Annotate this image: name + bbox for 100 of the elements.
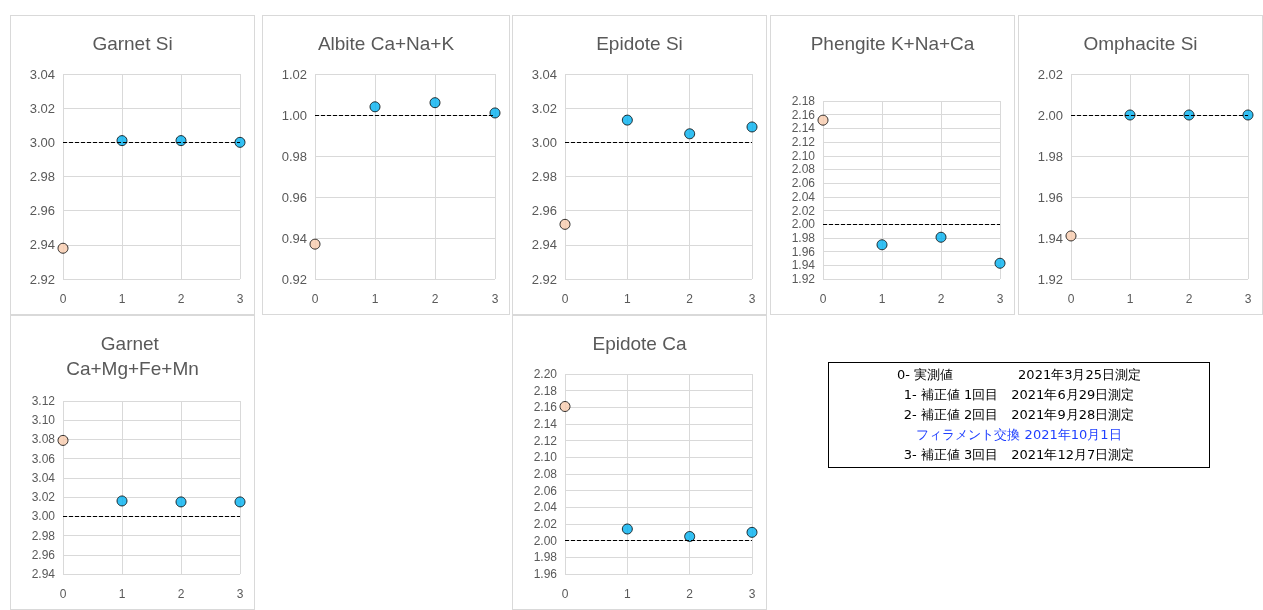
y-tick-label: 3.12 <box>31 394 56 408</box>
y-tick-label: 2.02 <box>1037 66 1063 82</box>
y-tick-label: 1.96 <box>791 244 816 259</box>
point <box>57 242 69 254</box>
y-tick-label: 3.10 <box>31 413 56 428</box>
x-tick-label: 1 <box>623 587 631 601</box>
y-tick-label: 2.16 <box>791 107 816 122</box>
y-tick-label: 1.96 <box>1037 189 1063 205</box>
point <box>429 97 441 109</box>
x-tick-label: 3 <box>748 292 756 306</box>
point <box>994 257 1006 269</box>
chart-title: Phengite K+Na+Ca <box>810 33 975 54</box>
y-tick-label: 1.02 <box>281 66 307 82</box>
y-tick-label: 2.08 <box>791 162 816 177</box>
point <box>684 128 696 140</box>
point <box>175 496 187 508</box>
y-tick-label: 2.96 <box>31 547 56 562</box>
chart-title: Garnet Ca+Mg+Fe+Mn <box>66 333 199 379</box>
point <box>621 114 633 126</box>
y-tick-label: 2.94 <box>531 237 557 253</box>
y-tick-label: 2.00 <box>791 217 816 232</box>
x-tick-label: 3 <box>491 292 499 306</box>
x-tick-label: 0 <box>311 292 319 306</box>
chart-title: Epidote Si <box>596 33 683 54</box>
y-tick-label: 3.02 <box>31 490 56 505</box>
x-tick-label: 2 <box>937 292 945 306</box>
y-tick-label: 2.94 <box>29 237 55 253</box>
y-tick-label: 0.96 <box>281 189 307 205</box>
text: 1- 補正値 1回目 2021年6月29日測定 <box>903 386 1135 404</box>
y-tick-label: 3.00 <box>531 134 557 150</box>
y-tick-label: 2.02 <box>791 203 816 218</box>
x-tick-label: 1 <box>623 292 631 306</box>
y-tick-label: 3.04 <box>31 470 56 485</box>
y-tick-label: 2.12 <box>791 135 816 150</box>
y-tick-label: 2.08 <box>533 467 558 481</box>
x-tick-label: 2 <box>686 587 694 601</box>
x-tick-label: 3 <box>236 587 244 601</box>
x-tick-label: 2 <box>177 292 185 306</box>
point <box>621 523 633 535</box>
text: 0- 実測値 2021年3月25日測定 <box>897 366 1141 384</box>
y-tick-label: 2.16 <box>533 400 558 415</box>
x-tick-label: 3 <box>996 292 1004 306</box>
x-tick-label: 1 <box>118 292 126 306</box>
y-tick-label: 1.98 <box>791 230 816 245</box>
y-tick-label: 2.14 <box>533 417 558 431</box>
y-tick-label: 2.02 <box>533 517 558 531</box>
y-tick-label: 2.96 <box>29 203 55 219</box>
y-tick-label: 2.20 <box>533 367 558 381</box>
y-tick-label: 1.92 <box>1037 271 1063 287</box>
x-tick-label: 0 <box>59 292 67 306</box>
y-tick-label: 1.94 <box>791 258 816 273</box>
x-tick-label: 1 <box>118 587 126 601</box>
point <box>684 531 696 542</box>
y-tick-label: 2.10 <box>533 450 558 465</box>
y-tick-label: 2.92 <box>29 271 55 287</box>
y-tick-label: 3.04 <box>531 66 557 82</box>
y-tick-label: 2.18 <box>791 94 816 108</box>
y-tick-label: 2.94 <box>31 567 56 581</box>
y-tick-label: 3.02 <box>531 100 557 116</box>
point <box>746 526 758 538</box>
x-tick-label: 3 <box>1244 292 1252 306</box>
point <box>175 135 187 147</box>
y-tick-label: 2.92 <box>531 271 557 287</box>
point <box>234 136 246 148</box>
x-tick-label: 0 <box>561 292 569 306</box>
y-tick-label: 2.04 <box>791 189 816 204</box>
y-tick-label: 0.92 <box>281 271 307 287</box>
y-tick-label: 3.00 <box>29 134 55 150</box>
x-tick-label: 2 <box>431 292 439 306</box>
y-tick-label: 1.96 <box>533 567 558 581</box>
y-tick-label: 3.00 <box>31 509 56 524</box>
y-tick-label: 2.98 <box>531 169 557 184</box>
x-tick-label: 0 <box>561 587 569 601</box>
point <box>57 434 69 446</box>
point <box>935 231 947 243</box>
y-tick-label: 2.00 <box>1037 107 1063 123</box>
point <box>746 121 758 133</box>
y-tick-label: 1.00 <box>281 107 307 123</box>
text: 2- 補正値 2回目 2021年9月28日測定 <box>903 406 1135 424</box>
point <box>817 114 829 126</box>
y-tick-label: 3.04 <box>29 66 55 82</box>
x-tick-label: 2 <box>686 292 694 306</box>
y-tick-label: 2.98 <box>29 169 55 184</box>
y-tick-label: 1.94 <box>1037 230 1063 246</box>
text: フィラメント交換 2021年10月1日 <box>916 426 1122 444</box>
y-tick-label: 2.98 <box>31 528 56 543</box>
x-tick-label: 0 <box>1067 292 1075 306</box>
y-tick-label: 1.98 <box>1037 148 1063 164</box>
point <box>234 496 246 508</box>
y-tick-label: 1.98 <box>533 550 558 565</box>
x-tick-label: 3 <box>236 292 244 306</box>
point <box>309 238 321 250</box>
y-tick-label: 2.10 <box>791 148 816 163</box>
point <box>559 218 571 230</box>
y-tick-label: 2.18 <box>533 383 558 398</box>
y-tick-label: 1.92 <box>791 272 816 286</box>
x-tick-label: 2 <box>177 587 185 601</box>
y-tick-label: 2.00 <box>533 533 558 548</box>
y-tick-label: 2.06 <box>533 483 558 498</box>
x-tick-label: 0 <box>59 587 67 601</box>
